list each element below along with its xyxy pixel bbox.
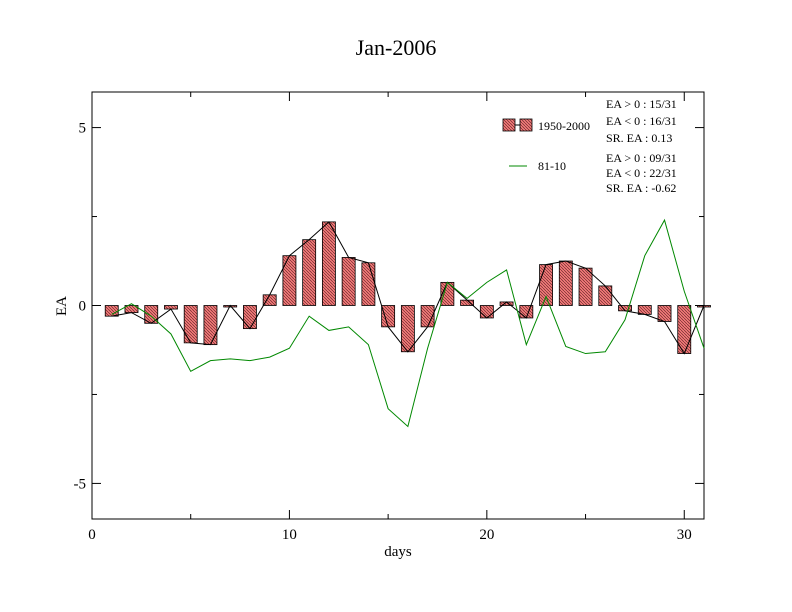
bar-1950-2000 bbox=[203, 305, 218, 346]
bar-1950-2000 bbox=[637, 305, 652, 315]
series-line-1950-2000 bbox=[111, 221, 705, 355]
bar-1950-2000 bbox=[302, 239, 317, 306]
bar-1950-2000 bbox=[558, 260, 573, 306]
bar-1950-2000 bbox=[243, 305, 257, 330]
x-axis-label: days bbox=[384, 544, 412, 560]
legend-item-1950-2000: 1950-2000 bbox=[502, 118, 590, 133]
y-tick-label: 0 bbox=[79, 299, 87, 315]
x-tick-label: 10 bbox=[282, 527, 297, 543]
bar-1950-2000 bbox=[183, 305, 198, 344]
bar-1950-2000 bbox=[321, 221, 336, 306]
legend-swatch-bar bbox=[519, 118, 533, 132]
bar-1950-2000 bbox=[598, 285, 613, 306]
stat-line: EA < 0 : 16/31 bbox=[606, 114, 677, 128]
legend-label: 1950-2000 bbox=[538, 119, 590, 133]
y-tick-label: -5 bbox=[74, 476, 87, 492]
bar-1950-2000 bbox=[282, 255, 297, 306]
stat-line: EA > 0 : 15/31 bbox=[606, 97, 677, 111]
y-axis-label: EA bbox=[54, 296, 70, 316]
legend-label: 81-10 bbox=[538, 159, 566, 173]
chart-title: Jan-2006 bbox=[356, 35, 437, 60]
bar-1950-2000 bbox=[400, 305, 415, 353]
stat-line: SR. EA : -0.62 bbox=[606, 181, 676, 195]
y-tick-label: 5 bbox=[79, 121, 87, 137]
bar-1950-2000 bbox=[539, 264, 553, 306]
bar-1950-2000 bbox=[262, 294, 277, 306]
bar-1950-2000 bbox=[341, 257, 356, 306]
bar-1950-2000 bbox=[479, 305, 494, 319]
legend-swatch-bar bbox=[502, 118, 516, 132]
bar-1950-2000 bbox=[657, 305, 672, 322]
bar-1950-2000 bbox=[381, 305, 396, 328]
x-tick-label: 20 bbox=[479, 527, 494, 543]
legend: 1950-2000 81-10 EA > 0 : 15/31 EA < 0 : … bbox=[502, 97, 677, 195]
stat-line: SR. EA : 0.13 bbox=[606, 131, 672, 145]
bar-1950-2000 bbox=[519, 305, 534, 319]
series-line-81-10 bbox=[111, 218, 705, 428]
bar-1950-2000 bbox=[104, 305, 119, 317]
x-tick-label: 0 bbox=[88, 527, 96, 543]
bar-1950-2000 bbox=[361, 262, 376, 306]
bar-1950-2000 bbox=[578, 267, 593, 306]
legend-item-81-10: 81-10 bbox=[509, 159, 566, 173]
x-tick-label: 30 bbox=[677, 527, 692, 543]
stat-line: EA < 0 : 22/31 bbox=[606, 166, 677, 180]
stat-line: EA > 0 : 09/31 bbox=[606, 151, 677, 165]
plot-area: 0 10 20 30 5 0 -5 bbox=[74, 91, 711, 543]
